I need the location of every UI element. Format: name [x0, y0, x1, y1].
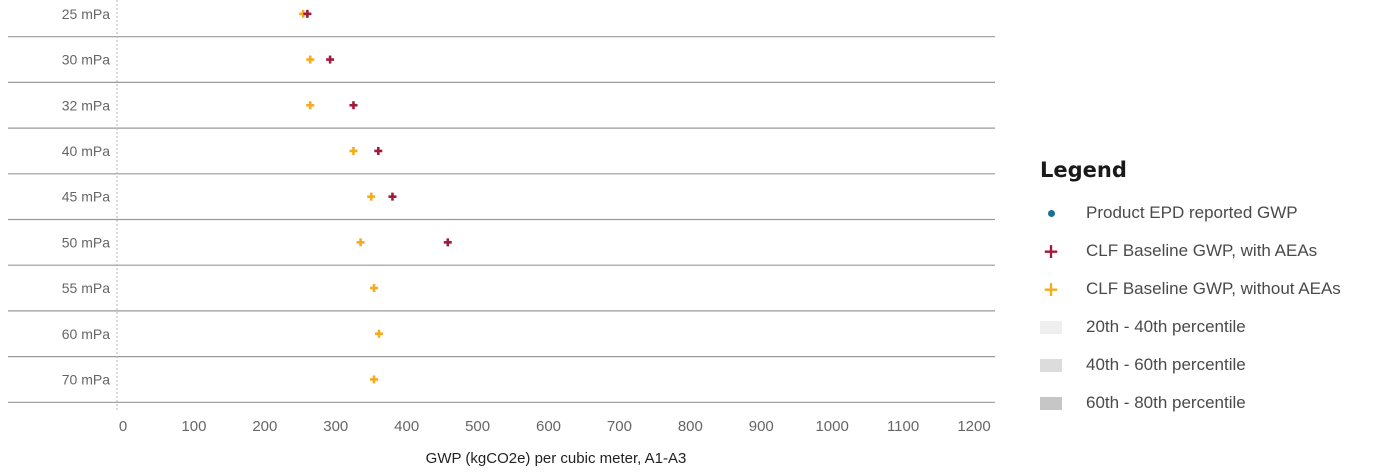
x-tick-label: 900	[749, 418, 774, 435]
category-label: 30 mPa	[62, 52, 110, 68]
x-tick-label: 1200	[957, 418, 990, 435]
legend-item-label: Product EPD reported GWP	[1086, 203, 1298, 222]
x-tick-label: 1100	[887, 418, 919, 435]
percentile-swatch-icon	[1040, 354, 1062, 376]
point-with-aeas	[349, 101, 358, 110]
legend-item: 60th - 80th percentile	[1040, 384, 1370, 422]
legend-item-label: 20th - 40th percentile	[1086, 317, 1246, 336]
x-axis-label: GWP (kgCO2e) per cubic meter, A1-A3	[426, 450, 687, 467]
legend-title: Legend	[1040, 158, 1127, 182]
category-label: 60 mPa	[62, 326, 110, 342]
point-without-aeas	[367, 192, 376, 201]
x-tick-label: 1000	[815, 418, 848, 435]
legend-item-label: CLF Baseline GWP, without AEAs	[1086, 279, 1341, 298]
legend-item: + CLF Baseline GWP, without AEAs	[1040, 270, 1370, 308]
category-label: 40 mPa	[62, 143, 110, 159]
x-tick-label: 800	[678, 418, 703, 435]
point-with-aeas	[303, 9, 312, 18]
percentile-swatch-icon	[1040, 316, 1062, 338]
x-tick-label: 200	[252, 418, 277, 435]
cross-marker-icon: +	[1042, 277, 1060, 301]
point-with-aeas	[326, 55, 335, 64]
legend-item: 20th - 40th percentile	[1040, 308, 1370, 346]
point-with-aeas	[388, 192, 397, 201]
point-with-aeas	[443, 238, 452, 247]
category-label: 45 mPa	[62, 189, 110, 205]
point-without-aeas	[349, 146, 358, 155]
legend-item: Product EPD reported GWP	[1040, 194, 1370, 232]
legend-item-label: CLF Baseline GWP, with AEAs	[1086, 241, 1318, 260]
legend-item-label: 40th - 60th percentile	[1086, 355, 1246, 374]
legend-item: 40th - 60th percentile	[1040, 346, 1370, 384]
point-without-aeas	[356, 238, 365, 247]
category-label: 25 mPa	[62, 6, 110, 22]
x-tick-label: 400	[394, 418, 419, 435]
point-without-aeas	[306, 101, 315, 110]
x-tick-label: 700	[607, 418, 632, 435]
legend-item-label: 60th - 80th percentile	[1086, 393, 1246, 412]
cross-marker-icon: +	[1042, 239, 1060, 263]
x-tick-label: 300	[323, 418, 348, 435]
dot-marker-icon	[1040, 202, 1062, 224]
point-without-aeas	[306, 55, 315, 64]
x-tick-label: 100	[181, 418, 206, 435]
point-without-aeas	[375, 329, 384, 338]
category-label: 50 mPa	[62, 234, 110, 250]
point-without-aeas	[370, 375, 379, 384]
point-without-aeas	[370, 284, 379, 293]
category-label: 32 mPa	[62, 97, 110, 113]
x-tick-label: 0	[119, 418, 127, 435]
category-label: 55 mPa	[62, 280, 110, 296]
point-with-aeas	[374, 146, 383, 155]
legend-item: + CLF Baseline GWP, with AEAs	[1040, 232, 1370, 270]
legend: Legend Product EPD reported GWP + CLF Base…	[1040, 158, 1370, 422]
x-tick-label: 600	[536, 418, 561, 435]
x-tick-label: 500	[465, 418, 490, 435]
percentile-swatch-icon	[1040, 392, 1062, 414]
category-label: 70 mPa	[62, 371, 110, 387]
